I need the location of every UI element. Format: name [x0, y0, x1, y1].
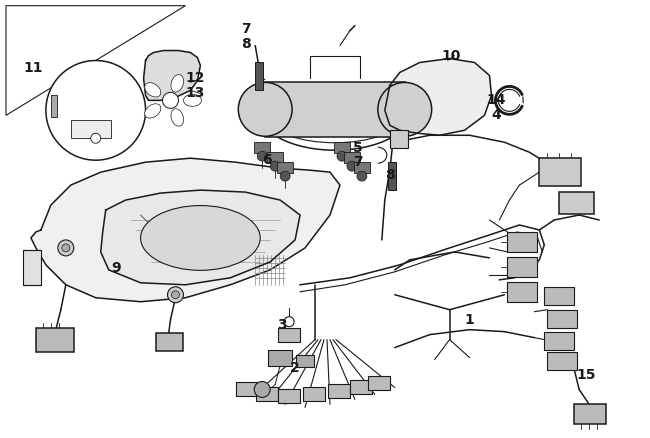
Text: 13: 13 [186, 86, 205, 100]
Bar [547, 352, 577, 370]
Text: 15: 15 [577, 367, 596, 381]
Bar [278, 328, 300, 342]
Circle shape [280, 171, 290, 181]
Text: 4: 4 [491, 108, 501, 122]
Bar [255, 63, 263, 90]
Ellipse shape [145, 83, 161, 97]
Bar [540, 158, 581, 186]
Bar [388, 162, 396, 190]
Bar [354, 162, 370, 173]
Circle shape [337, 151, 347, 161]
Bar [278, 389, 300, 403]
Circle shape [239, 82, 292, 136]
Ellipse shape [145, 104, 161, 118]
Text: 12: 12 [186, 71, 205, 85]
Circle shape [270, 161, 280, 171]
Bar [265, 82, 405, 137]
Circle shape [91, 133, 101, 143]
Bar [328, 385, 350, 399]
Text: 8: 8 [241, 36, 251, 50]
Text: 11: 11 [23, 61, 43, 75]
Bar [390, 130, 408, 148]
Bar [277, 162, 293, 173]
Bar [344, 152, 360, 163]
Bar [544, 287, 574, 305]
Bar [36, 328, 74, 352]
Text: 14: 14 [487, 93, 506, 107]
Bar [508, 232, 538, 252]
Text: 2: 2 [290, 360, 300, 374]
Circle shape [62, 244, 70, 252]
Bar [254, 142, 270, 153]
Circle shape [254, 381, 270, 397]
Circle shape [357, 171, 367, 181]
Text: 7: 7 [353, 155, 363, 169]
Bar [559, 192, 594, 214]
Polygon shape [385, 59, 491, 135]
Text: 1: 1 [465, 313, 474, 327]
Ellipse shape [140, 205, 260, 270]
Bar [296, 355, 314, 367]
Circle shape [46, 60, 146, 160]
Ellipse shape [183, 95, 202, 106]
Bar [350, 381, 372, 395]
Ellipse shape [171, 74, 183, 92]
Text: 8: 8 [385, 168, 395, 182]
Text: 9: 9 [111, 261, 120, 275]
Bar [155, 332, 183, 350]
Bar [368, 377, 390, 390]
Bar [334, 142, 350, 153]
Circle shape [347, 161, 357, 171]
Bar [547, 310, 577, 328]
Bar [508, 257, 538, 277]
Bar [23, 250, 41, 285]
Polygon shape [101, 190, 300, 285]
Bar [51, 95, 57, 117]
Ellipse shape [171, 109, 183, 126]
Circle shape [58, 240, 74, 256]
Bar [574, 404, 606, 424]
Bar [256, 388, 278, 401]
Circle shape [284, 317, 294, 327]
Text: 3: 3 [278, 318, 287, 332]
Polygon shape [31, 158, 340, 302]
Circle shape [162, 92, 179, 108]
Bar [303, 388, 325, 401]
Text: 6: 6 [263, 153, 272, 167]
Bar [267, 152, 283, 163]
Text: 10: 10 [442, 49, 462, 63]
Polygon shape [144, 50, 200, 100]
Circle shape [378, 82, 432, 136]
Circle shape [172, 291, 179, 299]
Bar [544, 332, 574, 350]
Text: 5: 5 [353, 141, 363, 155]
Bar [508, 282, 538, 302]
Bar [71, 120, 110, 138]
Bar [268, 350, 292, 366]
Circle shape [257, 151, 267, 161]
Bar [237, 382, 258, 396]
Circle shape [168, 287, 183, 303]
Text: 7: 7 [241, 21, 251, 35]
